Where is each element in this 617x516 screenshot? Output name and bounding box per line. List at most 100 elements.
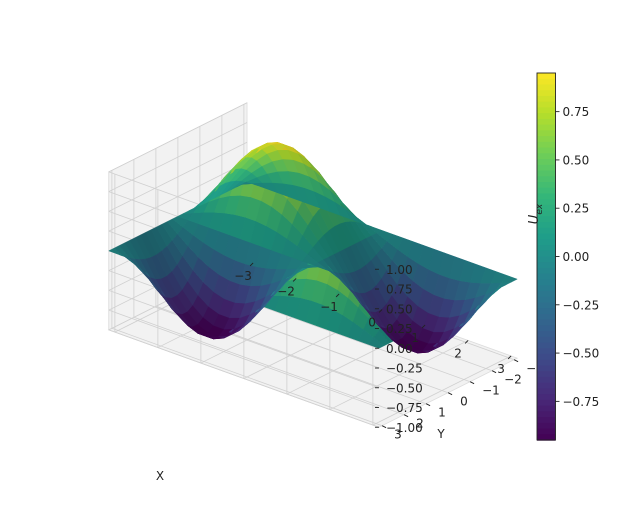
y-tick — [469, 381, 475, 385]
y-tick — [381, 425, 387, 429]
colorbar-segment — [537, 84, 556, 91]
colorbar-segment — [537, 107, 556, 114]
colorbar-segment — [537, 405, 556, 413]
x-tick — [249, 262, 254, 267]
z-tick-label: −0.75 — [386, 401, 423, 415]
colorbar-segment — [537, 279, 556, 286]
colorbar-segment — [537, 227, 556, 235]
y-tick — [425, 403, 431, 407]
colorbar-tick-label: 0.00 — [563, 250, 590, 264]
z-tick-label: 0.25 — [386, 322, 413, 336]
y-tick — [491, 370, 497, 374]
colorbar-segment — [537, 124, 556, 132]
colorbar-segment — [537, 113, 556, 120]
colorbar-segment — [537, 130, 556, 137]
colorbar-segment — [537, 222, 556, 229]
colorbar-tick-label: 0.75 — [563, 105, 590, 119]
colorbar-segment — [537, 273, 556, 281]
colorbar-segment — [537, 371, 556, 378]
x-axis-label: X — [156, 469, 164, 483]
colorbar-segment — [537, 233, 556, 240]
colorbar-segment — [537, 187, 556, 195]
y-tick-label: 0 — [460, 395, 468, 409]
colorbar-segment — [537, 95, 556, 103]
colorbar-segment — [537, 285, 556, 292]
x-tick-label: 1 — [411, 331, 419, 345]
x-tick-label: −2 — [277, 284, 295, 298]
z-tick-label: 0.50 — [386, 302, 413, 316]
x-tick-label: 2 — [454, 346, 462, 360]
colorbar-segment — [537, 199, 556, 206]
colorbar-tick-label: −0.75 — [563, 395, 600, 409]
x-tick — [421, 324, 426, 329]
gridline — [108, 309, 380, 408]
colorbar-segment — [537, 73, 556, 80]
gridline — [133, 316, 405, 416]
z-tick-label: 0.75 — [386, 283, 413, 297]
z-tick-label: 0.00 — [386, 342, 413, 356]
z-tick-label: −0.50 — [386, 381, 423, 395]
colorbar-segment — [537, 394, 556, 401]
colorbar-segment — [537, 434, 556, 441]
y-tick-label: 1 — [438, 406, 446, 420]
y-tick-label: −2 — [504, 373, 522, 387]
colorbar-segment — [537, 147, 556, 154]
colorbar-segment — [537, 181, 556, 189]
x-tick-label: 0 — [368, 315, 376, 329]
gridline — [108, 289, 380, 389]
colorbar-segment — [537, 176, 556, 183]
colorbar-segment — [537, 382, 556, 390]
y-tick-label: 2 — [416, 417, 424, 431]
y-tick — [403, 414, 409, 418]
x-tick-label: 3 — [497, 362, 505, 376]
x-tick-label: −3 — [234, 269, 252, 283]
colorbar-segment — [537, 376, 556, 384]
x-tick-label: −1 — [320, 300, 338, 314]
colorbar-segment — [537, 250, 556, 258]
z-tick-label: −0.25 — [386, 362, 423, 376]
colorbar-segment — [537, 153, 556, 160]
colorbar-segment — [537, 216, 556, 223]
z-tick-label: −1.00 — [386, 421, 423, 435]
colorbar-segment — [537, 348, 556, 355]
colorbar-segment — [537, 296, 556, 304]
gridline — [108, 102, 248, 173]
x-tick — [378, 309, 383, 313]
x-tick — [464, 340, 469, 344]
colorbar-segment — [537, 118, 556, 126]
z-tick-label: 1.00 — [386, 263, 413, 277]
colorbar-segment — [537, 428, 556, 435]
x-tick — [292, 278, 297, 282]
colorbar-segment — [537, 342, 556, 349]
colorbar-tick-label: 0.50 — [563, 153, 590, 167]
colorbar-segment — [537, 331, 556, 338]
colorbar-segment — [537, 353, 556, 361]
colorbar-segment — [537, 319, 556, 327]
y-tick-label: 3 — [394, 428, 402, 442]
colorbar-segment — [537, 388, 556, 395]
colorbar-tick-label: −0.50 — [563, 347, 600, 361]
colorbar: −0.75 −0.50 −0.25 0.00 0.25 0.50 0.75 — [536, 72, 600, 441]
colorbar-segment — [537, 302, 556, 309]
surface-patch — [500, 275, 518, 283]
colorbar-tick-label: 0.25 — [563, 202, 590, 216]
colorbar-segment — [537, 336, 556, 344]
y-tick — [513, 359, 519, 363]
y-axis-label: Y — [436, 427, 445, 441]
colorbar-segment — [537, 399, 556, 407]
gridline — [108, 329, 380, 428]
colorbar-segment — [537, 136, 556, 143]
x-tick — [507, 355, 512, 360]
colorbar-segment — [537, 262, 556, 269]
gridline — [111, 327, 383, 427]
colorbar-segment — [537, 90, 556, 97]
colorbar-segment — [537, 193, 556, 200]
colorbar-segment — [537, 239, 556, 246]
colorbar-segment — [537, 290, 556, 298]
colorbar-segment — [537, 313, 556, 321]
colorbar-segment — [537, 267, 556, 275]
colorbar-segment — [537, 245, 556, 252]
surface-mesh — [108, 142, 518, 354]
colorbar-segment — [537, 359, 556, 367]
colorbar-segment — [537, 256, 556, 263]
